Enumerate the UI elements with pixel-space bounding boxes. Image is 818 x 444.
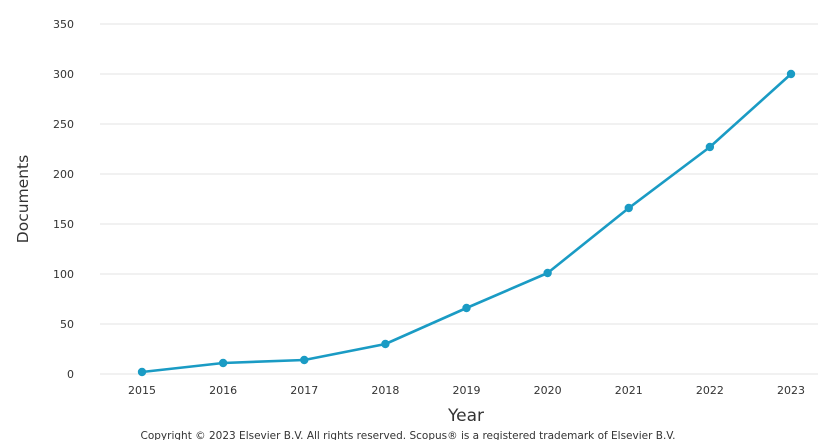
x-tick-label: 2023 <box>777 384 805 397</box>
y-tick-label: 50 <box>60 318 74 331</box>
x-tick-label: 2022 <box>696 384 724 397</box>
x-tick-label: 2018 <box>371 384 399 397</box>
x-tick-label: 2017 <box>290 384 318 397</box>
y-tick-label: 300 <box>53 68 74 81</box>
y-axis-title: Documents <box>14 155 32 243</box>
x-axis-ticks: 2015 2016 2017 2018 2019 2020 2021 2022 2023 <box>128 384 805 397</box>
data-point <box>543 268 552 278</box>
y-tick-label: 100 <box>53 268 74 281</box>
data-point <box>137 367 147 377</box>
gridlines <box>100 23 818 375</box>
y-axis-ticks: 0 50 100 150 200 250 300 350 <box>53 18 74 381</box>
x-tick-label: 2021 <box>615 384 643 397</box>
data-point <box>786 69 796 79</box>
copyright-notice: Copyright © 2023 Elsevier B.V. All right… <box>141 430 676 440</box>
series-layer <box>137 69 796 377</box>
x-tick-label: 2016 <box>209 384 237 397</box>
y-tick-label: 200 <box>53 168 74 181</box>
x-tick-label: 2019 <box>453 384 481 397</box>
data-point <box>300 355 309 365</box>
data-point <box>705 142 715 152</box>
data-point <box>462 303 471 313</box>
x-axis-title: Year <box>447 406 484 426</box>
x-tick-label: 2020 <box>534 384 562 397</box>
data-point <box>381 339 390 349</box>
y-tick-label: 0 <box>67 368 74 381</box>
y-tick-label: 150 <box>53 218 74 231</box>
series-line <box>140 72 793 374</box>
x-tick-label: 2015 <box>128 384 156 397</box>
y-tick-label: 350 <box>53 18 74 31</box>
data-point <box>624 203 633 213</box>
data-point <box>218 358 228 368</box>
y-tick-label: 250 <box>53 118 74 131</box>
